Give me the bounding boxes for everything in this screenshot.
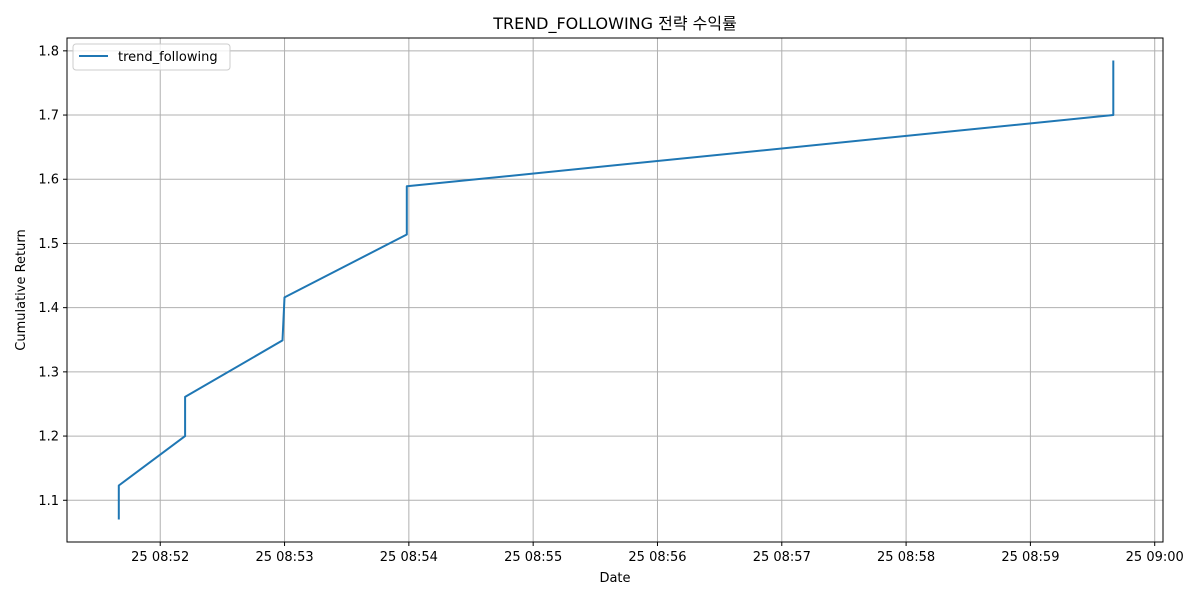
plot-frame [66, 37, 1164, 543]
chart-title: TREND_FOLLOWING 전략 수익률 [492, 14, 737, 34]
x-tick-label: 25 08:58 [877, 550, 935, 565]
y-axis-title: Cumulative Return [14, 229, 29, 350]
y-axis-ticks: 1.1 1.2 1.3 1.4 1.5 1.6 1.7 1.8 [38, 44, 67, 509]
x-tick-label: 25 08:57 [753, 550, 811, 565]
y-tick-label: 1.5 [38, 237, 59, 252]
y-tick-label: 1.2 [38, 430, 59, 445]
x-axis-title: Date [599, 571, 630, 586]
grid [67, 38, 1163, 542]
x-tick-label: 25 08:56 [628, 550, 686, 565]
x-tick-label: 25 09:00 [1126, 550, 1184, 565]
y-tick-label: 1.1 [38, 494, 59, 509]
y-tick-label: 1.4 [38, 301, 59, 316]
x-axis-ticks: 25 08:52 25 08:53 25 08:54 25 08:55 25 08:56… [131, 542, 1184, 565]
legend-label-trend-following: trend_following [118, 50, 218, 65]
y-tick-label: 1.7 [38, 109, 59, 124]
y-tick-label: 1.6 [38, 173, 59, 188]
x-tick-label: 25 08:54 [380, 550, 438, 565]
x-tick-label: 25 08:59 [1001, 550, 1059, 565]
y-tick-label: 1.8 [38, 44, 59, 59]
series-layer [117, 60, 1115, 520]
x-tick-label: 25 08:53 [255, 550, 313, 565]
legend: trend_following [72, 43, 231, 71]
series-line-trend-following [117, 60, 1115, 520]
x-tick-label: 25 08:52 [131, 550, 189, 565]
x-tick-label: 25 08:55 [504, 550, 562, 565]
legend-box [72, 43, 231, 71]
y-tick-label: 1.3 [38, 365, 59, 380]
